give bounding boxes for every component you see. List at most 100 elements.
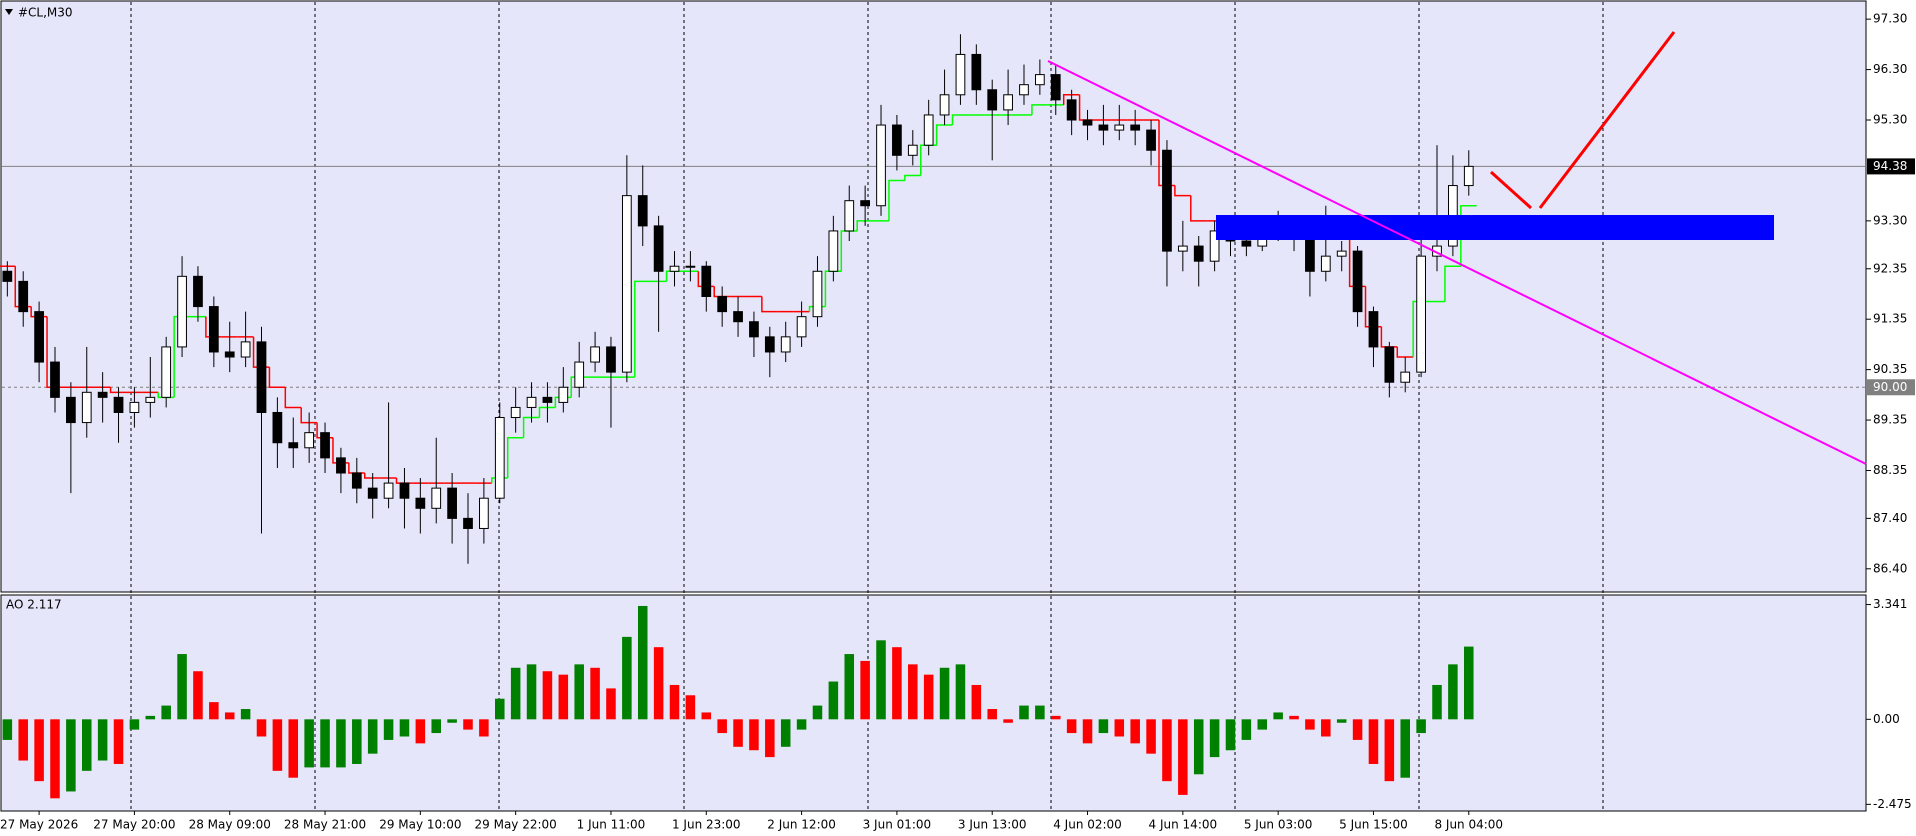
candle-body <box>1098 124 1109 131</box>
y-tick-label: 92.35 <box>1873 261 1907 275</box>
candle-body <box>272 411 283 444</box>
candle-body <box>1050 74 1061 101</box>
candle-body <box>717 296 728 313</box>
candle-body <box>1193 245 1204 262</box>
ao-bar <box>780 719 791 747</box>
ao-bar <box>622 636 632 720</box>
candle-body <box>653 225 664 272</box>
candle-body <box>876 124 886 207</box>
trail-step <box>1174 185 1191 197</box>
ao-bar <box>1225 719 1236 751</box>
ao-bar <box>256 719 267 737</box>
ao-bar <box>574 664 584 720</box>
trail-step <box>1062 94 1080 105</box>
candle-body <box>1463 165 1474 187</box>
candle-body <box>574 361 585 388</box>
ao-bar <box>34 719 44 782</box>
candle-body <box>50 361 60 398</box>
candle-body <box>1384 346 1395 383</box>
ao-bar <box>336 719 346 768</box>
candle-body <box>161 346 172 398</box>
candle-body <box>367 487 378 499</box>
candle-body <box>320 432 330 459</box>
level-label: 90.00 <box>1873 380 1907 394</box>
candle-body <box>987 89 998 111</box>
candle-body <box>351 472 362 489</box>
x-tick-label: 3 Jun 13:00 <box>958 818 1027 832</box>
candle-body <box>34 311 44 363</box>
candle-body <box>66 396 76 424</box>
ao-bar <box>81 719 92 771</box>
y-tick-label: 90.35 <box>1873 362 1907 376</box>
ao-bar <box>606 688 616 720</box>
ao-bar <box>1050 715 1061 720</box>
candle-body <box>1352 250 1363 313</box>
ao-bar <box>908 664 918 720</box>
candle-body <box>399 482 410 499</box>
ao-bar <box>1368 719 1379 764</box>
ao-bar <box>129 719 140 730</box>
ao-bar <box>479 719 489 737</box>
candle-body <box>113 396 124 413</box>
y-tick-label: -2.475 <box>1873 797 1912 811</box>
candle-body <box>145 396 156 403</box>
candle-body <box>1066 99 1077 121</box>
candle-body <box>18 280 29 313</box>
trail-step <box>1444 265 1461 302</box>
candle-body <box>558 386 569 403</box>
ao-bar <box>1384 719 1395 782</box>
ao-bar <box>717 719 727 734</box>
ao-bar <box>590 667 600 720</box>
candle-body <box>637 195 648 227</box>
ao-bar <box>272 719 283 771</box>
ao-bar <box>50 719 60 799</box>
candle-body <box>97 391 108 398</box>
candle-body <box>590 346 600 363</box>
trail-step <box>284 387 302 409</box>
ao-bar <box>1241 719 1252 740</box>
candle-body <box>526 396 537 408</box>
ao-bar <box>510 667 521 720</box>
ao-bar <box>193 671 203 720</box>
y-tick-label: 87.40 <box>1873 511 1907 525</box>
candle-body <box>1114 124 1125 131</box>
candle-body <box>240 341 251 358</box>
ao-bar <box>860 660 870 720</box>
ao-bar <box>653 647 664 720</box>
current-price-box <box>1867 158 1915 175</box>
trail-step <box>1460 204 1477 267</box>
trail-step <box>935 124 953 146</box>
ao-bar <box>1336 719 1347 723</box>
chart-title: #CL,M30 <box>18 6 73 20</box>
ao-bar <box>876 640 886 720</box>
y-tick-label: 97.30 <box>1873 12 1907 26</box>
candle-body <box>844 200 855 232</box>
x-tick-label: 3 Jun 01:00 <box>863 818 932 832</box>
candle-body <box>1019 84 1029 96</box>
x-tick-label: 5 Jun 03:00 <box>1244 818 1313 832</box>
v-grid <box>130 2 1604 810</box>
ao-bar <box>685 695 696 720</box>
candle-body <box>447 487 457 519</box>
trail-step <box>1190 195 1207 222</box>
candle-body <box>1368 311 1379 348</box>
trail-step <box>1031 104 1048 115</box>
y-tick-label: 95.30 <box>1873 113 1907 127</box>
y-tick-label: 89.35 <box>1873 413 1907 427</box>
ao-bar <box>1098 719 1109 734</box>
ao-bar <box>66 719 76 792</box>
ao-bar <box>892 647 902 720</box>
candle-body <box>256 341 267 413</box>
trail-step <box>538 406 556 418</box>
ao-bar <box>749 719 759 751</box>
y-tick-label: 0.00 <box>1873 712 1900 726</box>
ao-bar <box>304 719 314 768</box>
x-tick-label: 1 Jun 23:00 <box>672 818 741 832</box>
candle-body <box>431 487 442 509</box>
candle-body <box>1130 124 1141 131</box>
ao-bar <box>352 719 362 764</box>
ao-bar <box>1432 684 1442 720</box>
candle-body <box>193 275 203 308</box>
x-tick-label: 4 Jun 02:00 <box>1053 818 1122 832</box>
